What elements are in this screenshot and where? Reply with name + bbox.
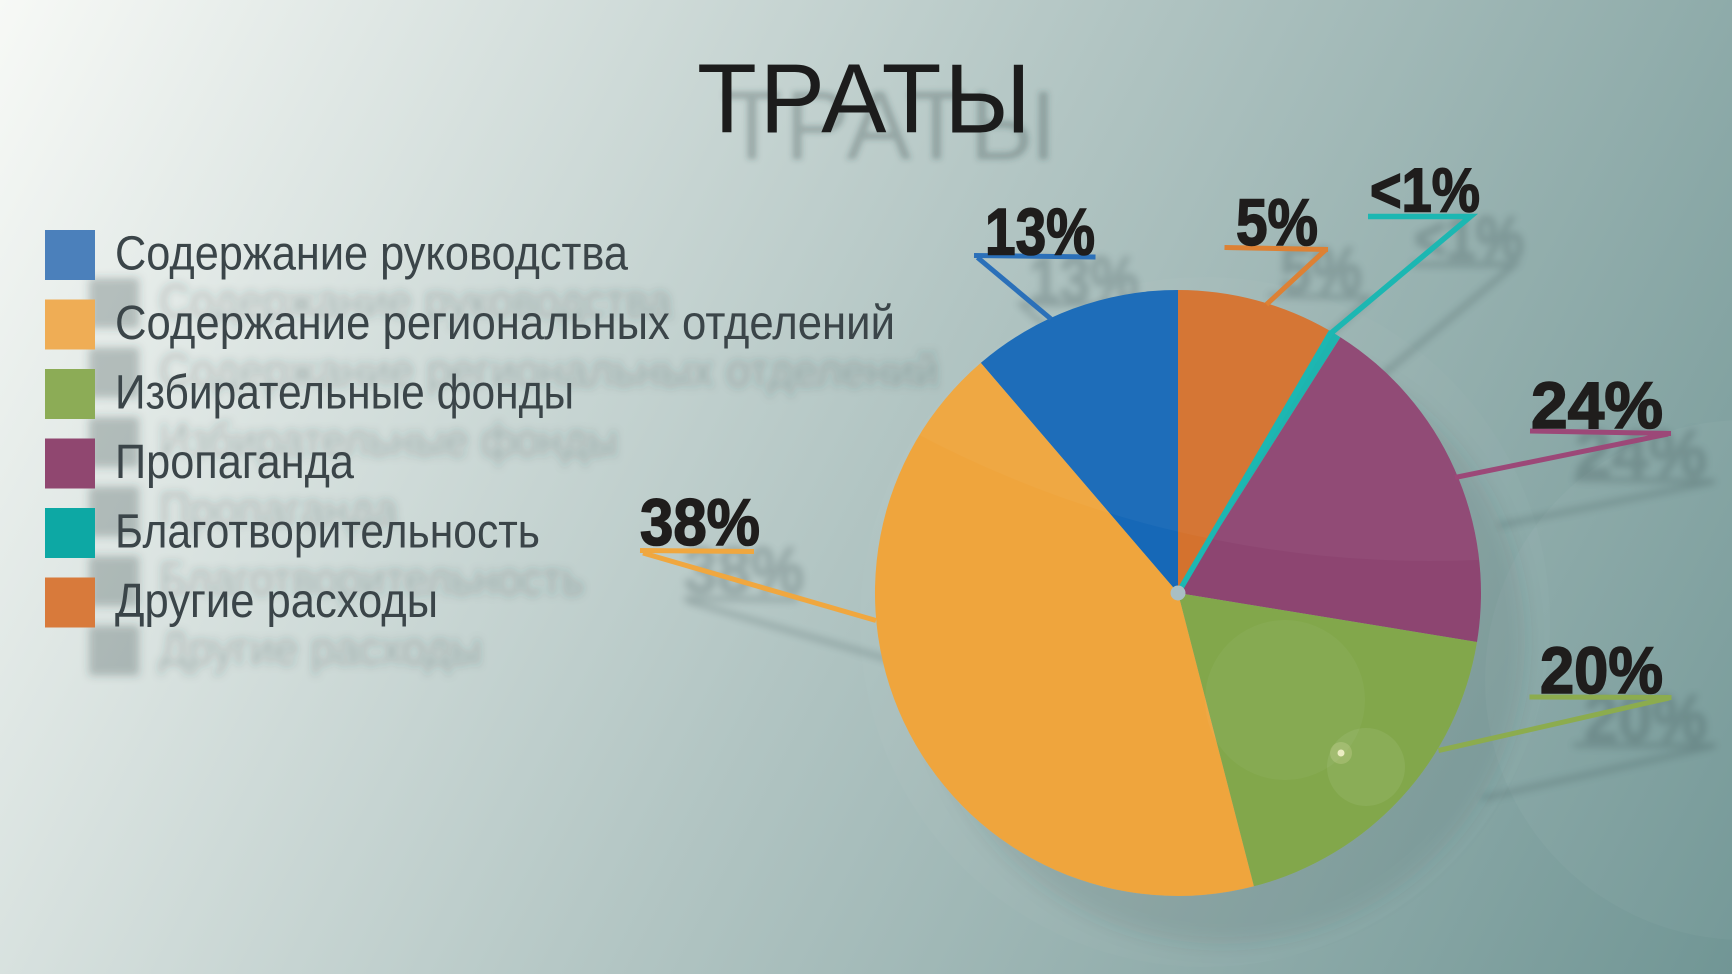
svg-text:38%: 38% [640,485,760,559]
svg-text:13%: 13% [985,194,1095,268]
svg-text:Содержание руководства: Содержание руководства [115,227,628,281]
svg-text:Пропаганда: Пропаганда [115,435,354,489]
svg-text:5%: 5% [1236,185,1318,259]
svg-text:20%: 20% [1584,681,1707,755]
svg-text:24%: 24% [1575,416,1707,490]
svg-text:<1%: <1% [1370,157,1480,226]
svg-text:5%: 5% [1280,233,1362,307]
svg-text:ТРАТЫ: ТРАТЫ [697,44,1031,154]
svg-text:20%: 20% [1540,633,1663,707]
svg-text:Благотворительность: Благотворительность [115,505,540,559]
svg-text:Содержание региональных отделе: Содержание региональных отделений [115,296,895,350]
svg-text:24%: 24% [1531,368,1663,442]
svg-text:Избирательные фонды: Избирательные фонды [115,366,574,420]
svg-text:Другие расходы: Другие расходы [115,574,438,628]
